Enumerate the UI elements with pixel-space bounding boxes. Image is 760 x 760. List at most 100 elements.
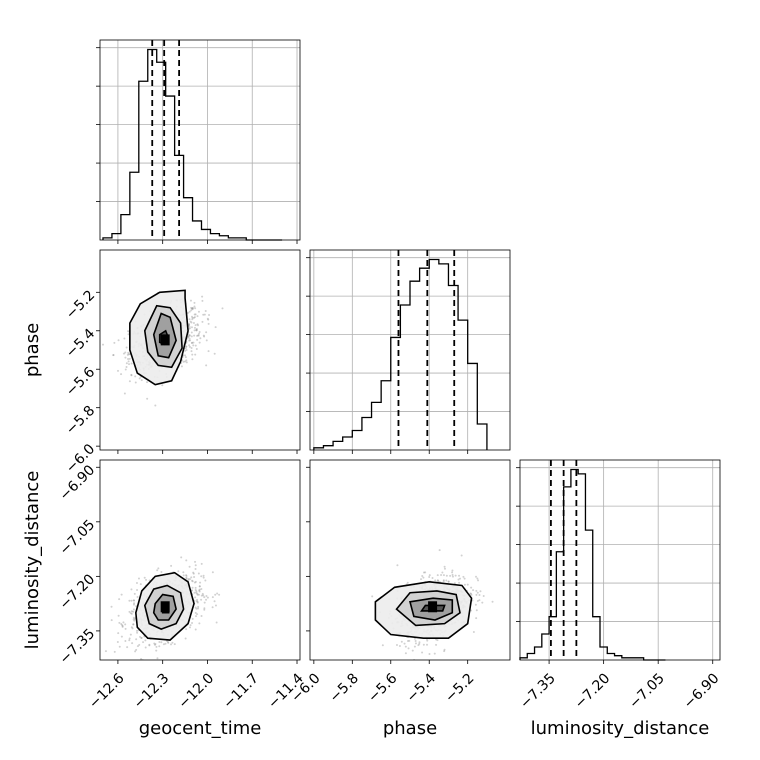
sample-point [128,637,131,640]
sample-point [124,356,127,359]
sample-point [188,318,191,321]
sample-point [132,623,135,626]
y-tick-label: −5.6 [63,364,98,399]
sample-point [476,591,479,594]
sample-point [460,554,463,557]
sample-point [201,295,204,298]
panel-frame [99,249,301,451]
sample-point [188,322,191,325]
sample-point [136,589,139,592]
sample-point [120,373,123,376]
sample-point [191,307,194,310]
sample-point [216,592,219,595]
sample-point [112,354,115,357]
sample-point [124,639,127,642]
sample-point [194,307,197,310]
sample-point [186,311,189,314]
sample-point [418,642,421,645]
grid [520,460,720,660]
sample-point [443,650,446,653]
sample-point [121,625,124,628]
sample-point [139,635,142,638]
sample-point [195,607,198,610]
sample-point [191,621,194,624]
sample-point [205,594,208,597]
sample-point [188,337,191,340]
sample-point [130,610,133,613]
sample-point [194,564,197,567]
sample-point [451,571,454,574]
sample-point [148,643,151,646]
sample-point [128,599,131,602]
sample-point [184,347,187,350]
sample-point [214,326,217,329]
sample-point [449,574,452,577]
x-tick-label: −11.7 [220,670,262,712]
sample-point [215,621,218,624]
sample-point [195,600,198,603]
sample-point [202,574,205,577]
sample-point [205,364,208,367]
sample-point [132,599,135,602]
sample-point [140,658,143,660]
sample-point [132,603,135,606]
plot-area [371,549,494,660]
sample-point [167,641,170,644]
sample-point [189,578,192,581]
sample-point [185,345,188,348]
sample-point [187,335,190,338]
sample-point [191,307,194,310]
sample-point [132,623,135,626]
sample-point [206,317,209,320]
histogram-luminosity_distance [519,468,666,661]
sample-point [192,572,195,575]
sample-point [194,611,197,614]
panel-frame [309,249,511,451]
x-axis-label-luminosity_distance: luminosity_distance [531,718,710,739]
sample-point [202,594,205,597]
sample-point [192,316,195,319]
sample-point [422,643,425,646]
sample-point [182,360,185,363]
sample-point [133,602,136,605]
sample-point [198,330,201,333]
sample-point [404,652,407,655]
sample-point [196,334,199,337]
sample-point [194,588,197,591]
sample-point [214,604,217,607]
sample-point [130,626,133,629]
sample-point [204,310,207,313]
sample-point [143,576,146,579]
sample-point [177,570,180,573]
sample-point [440,573,443,576]
sample-point [190,350,193,353]
sample-point [110,619,113,622]
sample-point [162,643,165,646]
sample-point [191,306,194,309]
sample-point [194,596,197,599]
sample-point [451,575,454,578]
sample-point [173,643,176,646]
panel-frame [99,39,301,241]
y-tick-label: −5.4 [63,326,98,361]
sample-point [120,635,123,638]
sample-point [194,353,197,356]
sample-point [191,617,194,620]
sample-point [188,339,191,342]
sample-point [191,579,194,582]
sample-point [190,326,193,329]
sample-point [205,331,208,334]
sample-point [132,618,135,621]
sample-point [195,329,198,332]
sample-point [197,607,200,610]
sample-point [196,323,199,326]
sample-point [136,631,139,634]
sample-point [185,359,188,362]
sample-point [192,571,195,574]
sample-point [121,625,124,628]
sample-point [140,636,143,639]
sample-point [194,606,197,609]
sample-point [190,307,193,310]
sample-point [400,640,403,643]
sample-point [153,642,156,645]
